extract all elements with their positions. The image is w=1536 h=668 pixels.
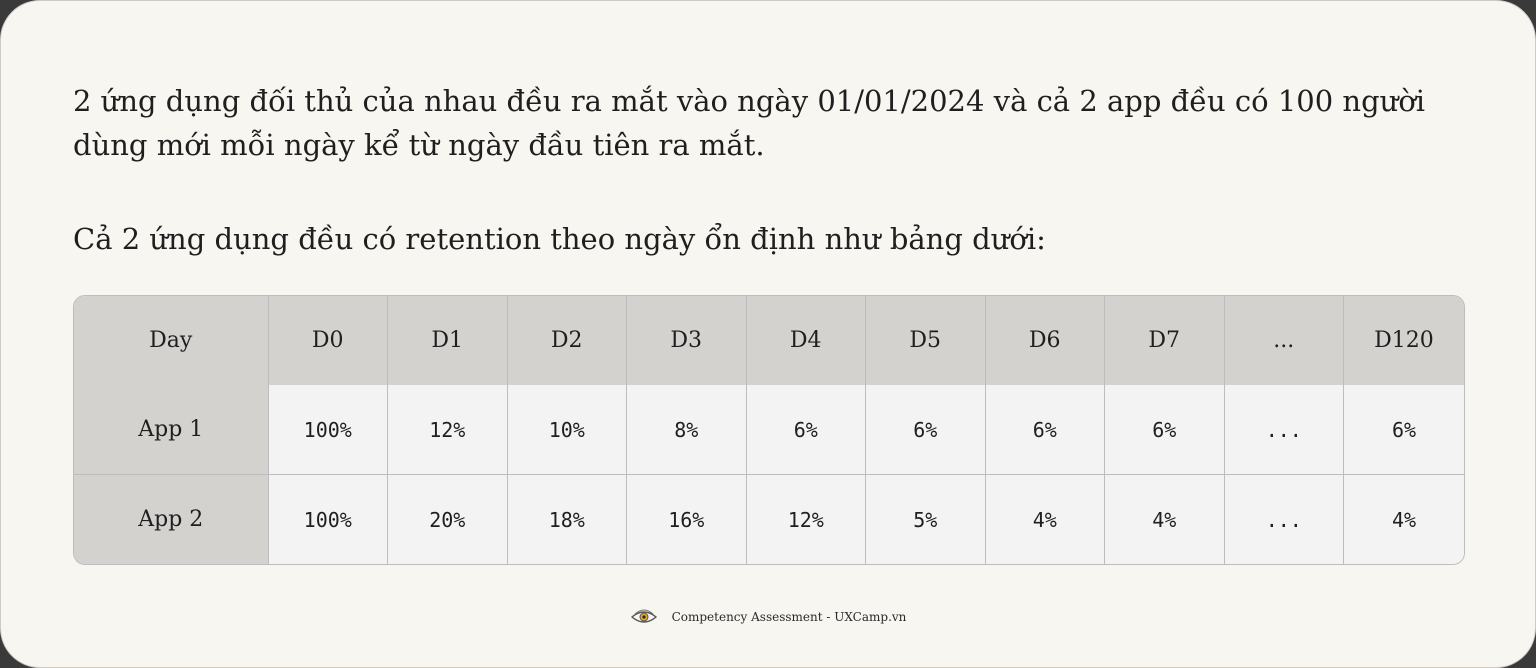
header-cell: D4 <box>746 296 866 385</box>
table-row: App 2 100% 20% 18% 16% 12% 5% 4% 4% ... … <box>74 474 1464 564</box>
table-cell: 18% <box>507 474 627 564</box>
table-cell: 4% <box>1343 474 1464 564</box>
header-cell: D2 <box>507 296 627 385</box>
header-cell: Day <box>74 296 269 385</box>
table-cell: 10% <box>507 385 627 475</box>
intro-paragraph-2: Cả 2 ứng dụng đều có retention theo ngày… <box>73 222 1046 256</box>
table-cell: 4% <box>985 474 1105 564</box>
header-cell: D120 <box>1343 296 1464 385</box>
table-cell: 12% <box>746 474 866 564</box>
eye-logo-icon <box>630 606 658 628</box>
table-cell: 100% <box>268 474 388 564</box>
table-cell: 6% <box>746 385 866 475</box>
table-cell: 6% <box>1343 385 1464 475</box>
header-cell: D3 <box>626 296 747 385</box>
table-cell: 12% <box>387 385 508 475</box>
intro-paragraph-1: 2 ứng dụng đối thủ của nhau đều ra mắt v… <box>73 84 1426 162</box>
table-cell: 16% <box>626 474 747 564</box>
table-cell: 20% <box>387 474 508 564</box>
header-cell: D0 <box>268 296 388 385</box>
table-cell: 5% <box>865 474 986 564</box>
header-cell: D6 <box>985 296 1105 385</box>
table-cell: ... <box>1224 474 1344 564</box>
row-label-app-2: App 2 <box>74 474 269 564</box>
table-cell: 6% <box>985 385 1105 475</box>
header-cell: D1 <box>387 296 508 385</box>
footer-text: Competency Assessment - UXCamp.vn <box>671 610 907 624</box>
table-cell: ... <box>1224 385 1344 475</box>
header-cell: D7 <box>1104 296 1225 385</box>
row-label-app-1: App 1 <box>74 385 269 475</box>
table-cell: 6% <box>865 385 986 475</box>
retention-table: Day D0 D1 D2 D3 D4 D5 D6 D7 ... D120 App… <box>73 295 1465 565</box>
table-header-row: Day D0 D1 D2 D3 D4 D5 D6 D7 ... D120 <box>74 296 1464 385</box>
table-cell: 6% <box>1104 385 1225 475</box>
table-cell: 8% <box>626 385 747 475</box>
table-cell: 100% <box>268 385 388 475</box>
header-cell: ... <box>1224 296 1344 385</box>
header-cell: D5 <box>865 296 986 385</box>
table-row: App 1 100% 12% 10% 8% 6% 6% 6% 6% ... 6% <box>74 385 1464 475</box>
footer: Competency Assessment - UXCamp.vn <box>1 605 1535 629</box>
table-cell: 4% <box>1104 474 1225 564</box>
